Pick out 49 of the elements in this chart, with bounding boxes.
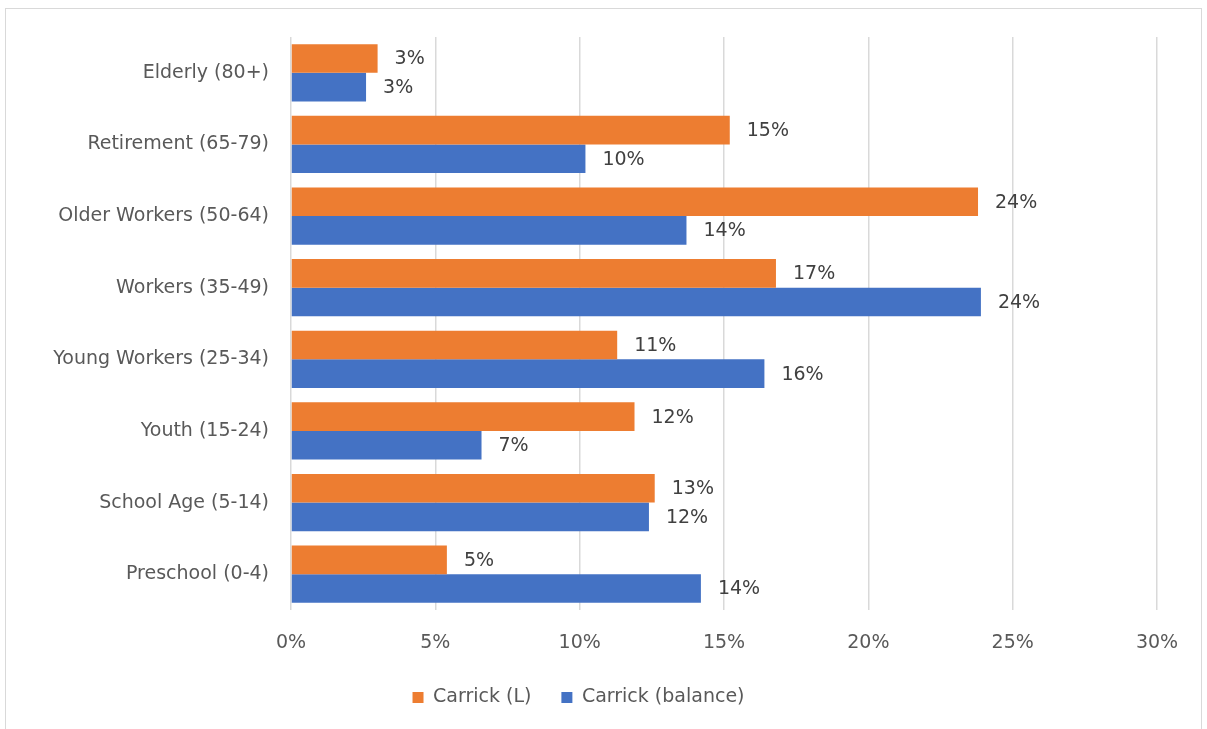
x-tick-label: 5%: [420, 630, 451, 653]
x-tick-label: 30%: [1135, 630, 1179, 653]
legend-label: Carrick (L): [433, 684, 532, 707]
x-tick-label: 0%: [275, 630, 307, 653]
x-tick-label: 25%: [991, 630, 1034, 653]
bar: [291, 359, 765, 388]
data-label: 15%: [746, 118, 790, 141]
bar: [291, 430, 482, 460]
data-label: 10%: [602, 146, 645, 169]
y-tick-label: Elderly (80+): [142, 59, 269, 82]
y-tick-label: Young Workers (25-34): [52, 346, 269, 369]
data-label: 13%: [671, 476, 714, 499]
x-tick-label: 10%: [558, 630, 601, 653]
data-label: 14%: [717, 576, 761, 599]
y-tick-label: Older Workers (50-64): [58, 203, 269, 225]
bar: [291, 545, 447, 575]
bar: [291, 216, 687, 245]
data-label: 12%: [665, 504, 709, 527]
x-tick-label: 15%: [702, 630, 746, 653]
y-tick-label: Workers (35-49): [116, 274, 269, 297]
bar: [291, 72, 367, 102]
y-tick-label: Youth (15-24): [139, 417, 269, 440]
x-tick-label: 20%: [847, 630, 890, 653]
data-label: 11%: [634, 332, 677, 355]
y-tick-label: Preschool (0-4): [125, 561, 269, 584]
bar: [291, 44, 378, 73]
data-label: 3%: [394, 46, 425, 69]
data-label: 24%: [997, 289, 1041, 312]
data-label: 12%: [651, 404, 694, 427]
bar: [291, 574, 701, 603]
y-tick-label: Retirement (65-79): [87, 131, 269, 154]
bar: [291, 115, 730, 145]
data-label: 7%: [498, 433, 529, 456]
bar: [291, 330, 618, 360]
data-label: 24%: [995, 189, 1038, 212]
legend-label: Carrick (balance): [581, 684, 745, 707]
bar: [291, 502, 649, 532]
data-label: 17%: [792, 261, 836, 284]
data-label: 3%: [383, 75, 414, 98]
bar: [291, 287, 981, 317]
bar: [291, 402, 635, 431]
data-label: 16%: [781, 361, 824, 384]
bar: [291, 473, 655, 503]
bar: [291, 259, 776, 288]
bar: [291, 187, 979, 217]
y-tick-label: School Age (5-14): [99, 489, 269, 512]
bar: [291, 144, 586, 174]
data-label: 14%: [703, 218, 746, 241]
data-label: 5%: [463, 547, 495, 570]
